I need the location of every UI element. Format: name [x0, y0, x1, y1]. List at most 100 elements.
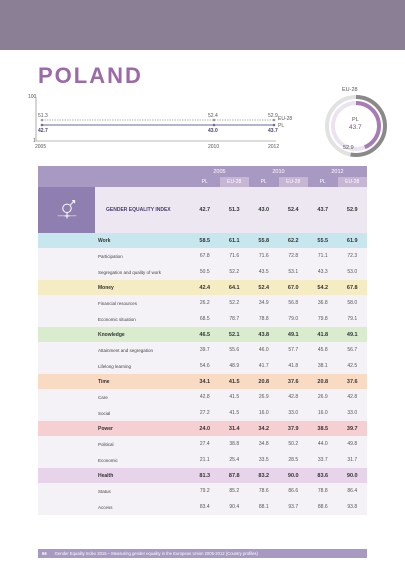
sub-row-label: Care: [98, 394, 108, 400]
sub-row: Status 79.2 85.2 78.6 86.6 78.8 86.4: [38, 483, 367, 499]
sub-row-value: 36.8: [317, 300, 328, 306]
domain-row-work-value: 62.2: [287, 237, 299, 244]
domain-row-time: Time 34.1 41.5 20.8 37.6 20.8 37.6: [38, 374, 367, 389]
donut-pl-value: 43.7: [349, 124, 362, 131]
sub-row-value: 52.2: [229, 269, 240, 275]
donut-eu-arc: [325, 95, 387, 157]
domain-row-power: Power 24.0 31.4 34.2 37.9 38.5 39.7: [38, 421, 367, 436]
domain-row-time-value: 41.5: [228, 378, 240, 385]
sub-row: Economic 21.1 25.4 33.5 28.5 33.7 31.7: [38, 452, 367, 468]
sub-row-value: 93.7: [288, 504, 299, 510]
sub-row-value: 71.1: [317, 253, 328, 259]
sub-row-value: 43.5: [258, 269, 269, 275]
trend-pl-2010: 43.0: [208, 128, 218, 134]
sub-row-value: 78.6: [258, 488, 269, 494]
domain-row-power-value: 38.5: [317, 425, 329, 432]
sub-row-label: Social: [98, 410, 111, 416]
sub-row: Segregation and quality of work 50.5 52.2 4…: [38, 264, 367, 280]
sub-row-value: 57.7: [288, 347, 299, 353]
trend-eu-2005: 51.3: [38, 113, 48, 119]
index-table: 2005 2010 2012 PL EU-28 PL EU-28 PL EU-2…: [38, 166, 367, 515]
sub-row-value: 41.8: [288, 363, 299, 369]
domain-row-knowledge-value: 46.5: [199, 331, 211, 338]
sub-row: Political 27.4 38.8 34.8 50.2 44.0 49.8: [38, 436, 367, 452]
index-pl-2005: 42.7: [199, 207, 211, 213]
sub-row-value: 78.8: [317, 488, 328, 494]
domain-row-power-value: 31.4: [228, 425, 240, 432]
sub-row-value: 27.2: [199, 410, 210, 416]
index-eu-2005: 51.3: [228, 207, 240, 213]
sub-row-value: 45.8: [317, 347, 328, 353]
domain-row-health-value: 83.6: [317, 472, 329, 479]
sub-row-value: 49.8: [347, 441, 358, 447]
sub-row-label: Access: [98, 504, 113, 510]
sub-row-value: 34.8: [258, 441, 269, 447]
sub-row-value: 83.4: [199, 504, 210, 510]
domain-row-money-value: 42.4: [199, 284, 211, 291]
domain-row-work-value: 58.5: [199, 237, 211, 244]
trend-pl-point-2012: [272, 123, 276, 127]
col-eu: EU-28: [278, 177, 308, 187]
domain-row-knowledge: Knowledge 46.5 52.1 43.8 49.1 41.8 49.1: [38, 327, 367, 342]
domain-row-power-value: 34.2: [258, 425, 270, 432]
sub-row-value: 79.1: [347, 316, 358, 322]
domain-row-time-value: 20.8: [258, 378, 270, 385]
domain-row-time-value: 37.6: [346, 378, 358, 385]
domain-row-time-value: 37.6: [287, 378, 299, 385]
sub-row: Attainment and segregation 39.7 55.6 46.0 57…: [38, 342, 367, 358]
sub-row-value: 44.0: [317, 441, 328, 447]
sub-row-label: Financial resources: [98, 300, 138, 306]
domain-knowledge: KnowledgeKnowledge 46.5 52.1 43.8 49.1 41.8 49…: [38, 327, 367, 374]
sub-row-value: 78.7: [229, 316, 240, 322]
footer-text: Gender Equality Index 2015 – Measuring g…: [54, 551, 258, 556]
sub-row-value: 21.1: [199, 457, 210, 463]
sub-row-value: 88.1: [258, 504, 269, 510]
sub-row-label: Political: [98, 441, 114, 447]
trend-year-2010: 2010: [208, 144, 220, 150]
sub-row-value: 85.2: [229, 488, 240, 494]
sub-row: Participation 67.8 71.6 71.6 72.8 71.1 72.3: [38, 248, 367, 264]
year-2010: 2010: [272, 168, 285, 175]
trend-eu-label: EU-28: [278, 116, 293, 122]
sub-row-value: 33.5: [258, 457, 269, 463]
domain-row-work-label: Work: [98, 237, 111, 244]
sub-row-value: 31.7: [347, 457, 358, 463]
sub-row-value: 41.5: [229, 394, 240, 400]
trend-pl-label: PL: [278, 123, 285, 129]
sub-row-value: 26.2: [199, 300, 210, 306]
donut-rings: [325, 95, 387, 157]
sub-row-value: 33.7: [317, 457, 328, 463]
sub-row-value: 68.5: [199, 316, 210, 322]
page-footer: 66 Gender Equality Index 2015 – Measurin…: [38, 549, 367, 558]
index-pl-2010: 43.0: [258, 207, 270, 213]
domain-row-power-label: Power: [98, 425, 114, 432]
domain-row-work-value: 61.1: [228, 237, 240, 244]
domain-sections: WorkWork58.561.155.862.255.561.9Particip…: [38, 233, 367, 515]
sub-row-value: 54.6: [199, 363, 210, 369]
trend-lines: [35, 97, 276, 142]
year-2005: 2005: [213, 168, 226, 175]
domain-row-health-value: 90.0: [346, 472, 358, 479]
index-pl-2012: 43.7: [317, 207, 329, 213]
trend-eu-point-2010: [212, 118, 216, 122]
sub-row-value: 38.1: [317, 363, 328, 369]
domain-row-time-label: Time: [98, 378, 110, 385]
sub-row-value: 50.5: [199, 269, 210, 275]
domain-money: MoneyMoney42.464.152.467.054.267.8Financ…: [38, 280, 367, 327]
domain-row-knowledge-value: 41.8: [317, 331, 329, 338]
domain-work: WorkWork58.561.155.862.255.561.9Particip…: [38, 233, 367, 280]
trend-year-2005: 2005: [35, 144, 47, 150]
sub-row: Access 83.4 90.4 88.1 93.7 88.6 93.8: [38, 499, 367, 515]
sub-row-value: 26.9: [317, 394, 328, 400]
index-row: GENDER EQUALITY INDEX 42.7 51.3 43.0 52.…: [38, 187, 367, 233]
domain-row-money-value: 67.0: [287, 284, 299, 291]
trend-eu-2012: 52.9: [268, 113, 278, 119]
domain-row-knowledge-value: 49.1: [287, 331, 299, 338]
sub-row-label: Attainment and segregation: [98, 347, 154, 353]
sub-row-value: 88.6: [317, 504, 328, 510]
sub-row: Lifelong learning 54.6 48.9 41.7 41.8 38.1 42.…: [38, 358, 367, 374]
donut-chart: PL 43.7: [324, 94, 388, 158]
sub-row-value: 78.8: [258, 316, 269, 322]
col-eu: EU-28: [219, 177, 249, 187]
index-eu-2010: 52.4: [287, 207, 299, 213]
